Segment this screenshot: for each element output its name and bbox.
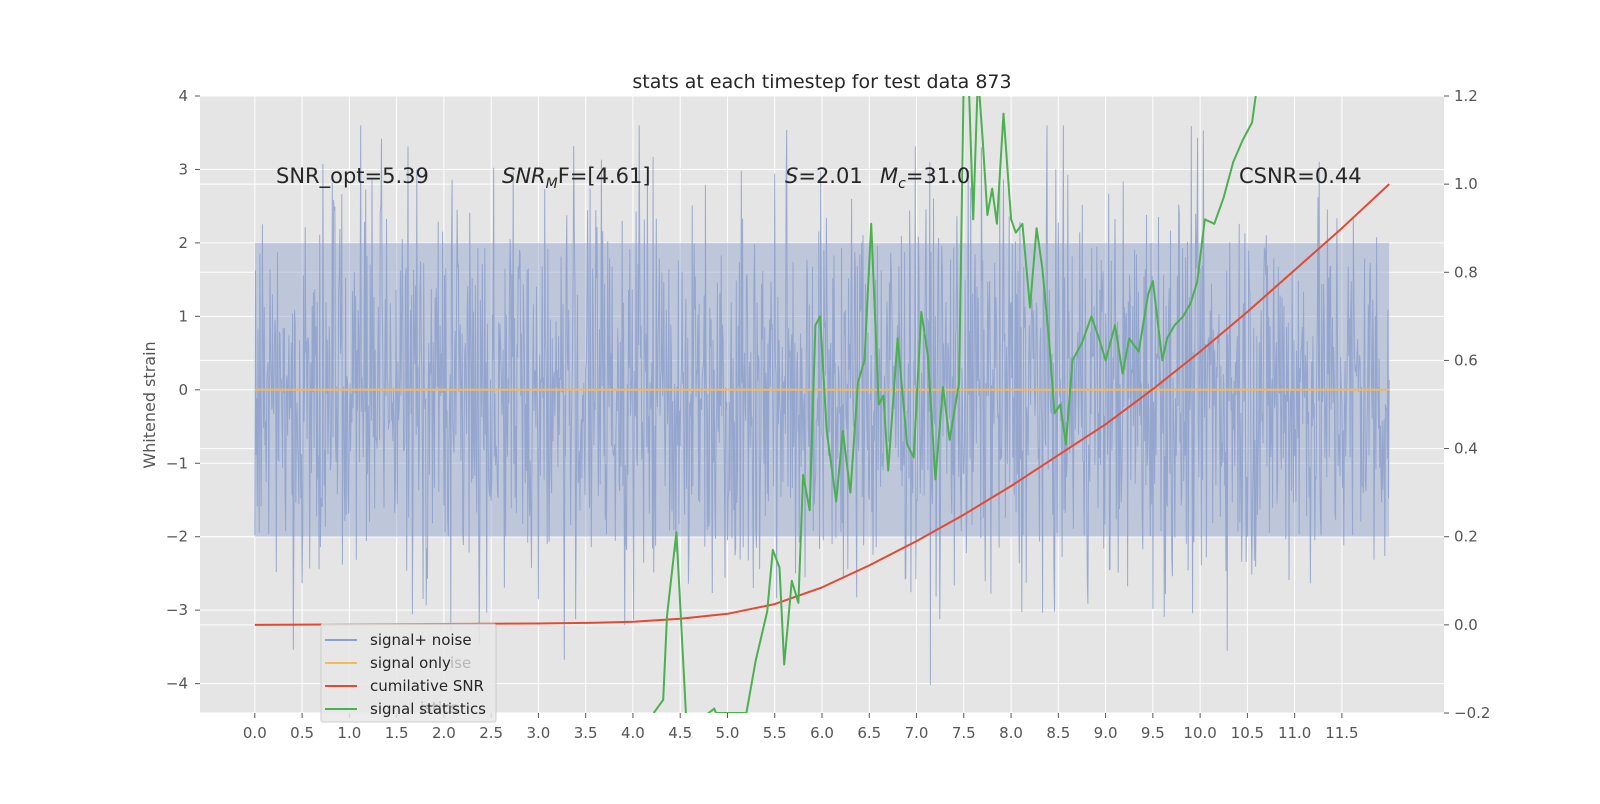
signal-statistics-line [652,96,1257,713]
y2-tick-label: 1.0 [1454,175,1478,193]
y-tick-label: −2 [166,528,188,546]
y2-tick-label: 0.6 [1454,351,1478,369]
y-tick-label: 3 [178,160,188,178]
x-tick-label: 2.0 [432,724,456,742]
x-tick-label: 4.5 [668,724,692,742]
y-tick-label: −3 [166,601,188,619]
chart-title: stats at each timestep for test data 873 [632,71,1011,93]
y-tick-label: 2 [178,234,188,252]
series-layer [254,96,1390,713]
y2-tick-label: 0.0 [1454,616,1478,634]
x-tick-label: 11.0 [1278,724,1311,742]
x-tick-label: 8.5 [1046,724,1070,742]
x-tick-label: 1.0 [337,724,361,742]
annotation-mc: Mc=31.0 [880,164,970,192]
x-tick-label: 4.0 [621,724,645,742]
legend-box [320,623,497,723]
y-tick-label: −4 [166,675,188,693]
annotations: SNR_opt=5.39 SNRMF=[4.61] S=2.01 Mc=31.0… [276,164,1362,192]
y2-tick-label: 0.2 [1454,528,1478,546]
y2-tick-label: 0.8 [1454,263,1478,281]
legend-label-signal-statistics: signal statistics [370,700,486,718]
x-tick-label: 0.5 [290,724,314,742]
x-tick-label: 7.5 [952,724,976,742]
x-tick-label: 3.5 [574,724,598,742]
x-tick-label: 3.0 [526,724,550,742]
legend: ise istics signal+ noise signal only cum… [320,623,497,723]
x-tick-label: 7.0 [905,724,929,742]
y-tick-label: 4 [178,87,188,105]
legend-label-signal-noise: signal+ noise [370,631,472,649]
annotation-s: S=2.01 [785,164,863,188]
x-tick-label: 9.5 [1141,724,1165,742]
x-tick-label: 2.5 [479,724,503,742]
x-tick-label: 10.5 [1231,724,1264,742]
axes-layer: 0.0 0.5 1.0 1.5 2.0 2.5 3.0 3.5 4.0 4.5 5.0 5.5 6.0 6… [166,87,1491,742]
cumulative-snr-line [254,183,1390,626]
legend-label-signal-only: signal only [370,654,451,672]
x-tick-label: 5.5 [763,724,787,742]
legend-ghost-2: istics [420,699,458,717]
y-tick-label: 1 [178,307,188,325]
y-axis-label: Whitened strain [140,341,159,468]
signal-noise-line [254,125,1390,686]
y2-tick-label: 0.4 [1454,440,1478,458]
y-tick-label: −1 [166,454,188,472]
annotation-snr-opt: SNR_opt=5.39 [276,164,429,189]
x-tick-label: 11.5 [1325,724,1358,742]
x-tick-label: 10.0 [1183,724,1216,742]
x-tick-label: 9.0 [1094,724,1118,742]
y-tick-label: 0 [178,381,188,399]
x-tick-label: 6.5 [857,724,881,742]
annotation-snr-mf: SNRMF=[4.61] [502,164,651,192]
x-tick-label: 5.0 [716,724,740,742]
legend-label-cumulative-snr: cumilative SNR [370,677,484,695]
annotation-csnr: CSNR=0.44 [1239,164,1362,188]
y2-tick-label: −0.2 [1454,704,1490,722]
x-tick-label: 1.5 [385,724,409,742]
legend-ghost-1: ise [450,654,471,672]
x-tick-label: 0.0 [243,724,267,742]
x-tick-label: 6.0 [810,724,834,742]
x-tick-label: 8.0 [999,724,1023,742]
y2-tick-label: 1.2 [1454,87,1478,105]
